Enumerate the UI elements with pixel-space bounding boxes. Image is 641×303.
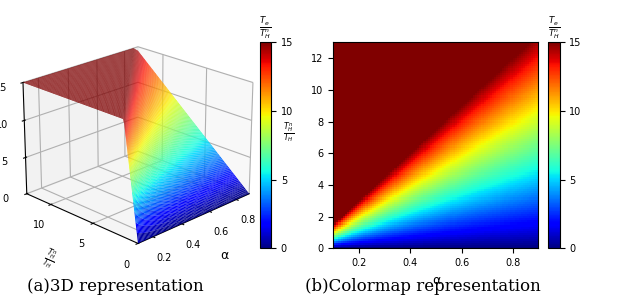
X-axis label: α: α bbox=[432, 274, 440, 287]
X-axis label: α: α bbox=[220, 249, 228, 262]
Y-axis label: $\frac{T_H^n}{T_H}$: $\frac{T_H^n}{T_H}$ bbox=[39, 246, 60, 273]
Title: $\frac{T_e}{T_H^n}$: $\frac{T_e}{T_H^n}$ bbox=[547, 16, 560, 42]
Text: (b)Colormap representation: (b)Colormap representation bbox=[305, 278, 541, 295]
Y-axis label: $\frac{T_H^n}{T_H}$: $\frac{T_H^n}{T_H}$ bbox=[283, 121, 294, 145]
Text: (a)3D representation: (a)3D representation bbox=[27, 278, 204, 295]
Title: $\frac{T_e}{T_H^n}$: $\frac{T_e}{T_H^n}$ bbox=[259, 16, 272, 42]
